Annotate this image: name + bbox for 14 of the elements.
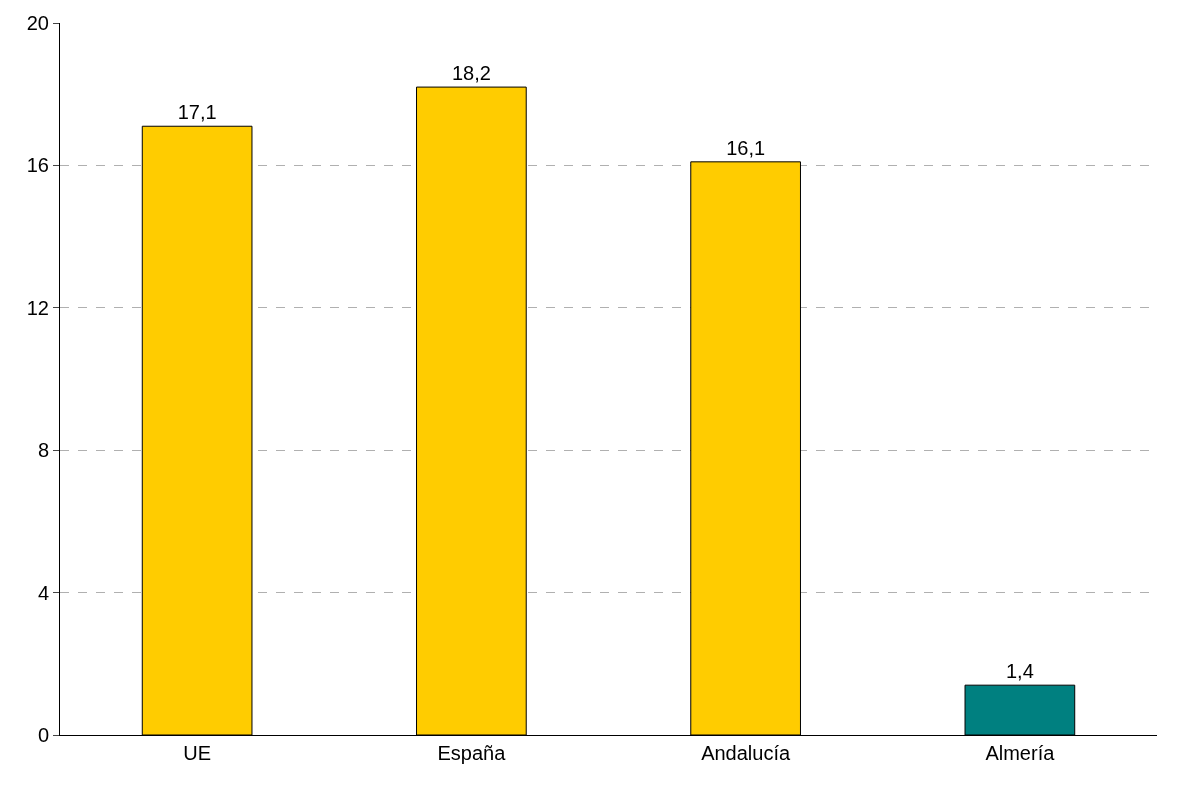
y-tick-label: 8: [37, 439, 49, 462]
y-tick-label: 0: [37, 724, 49, 746]
y-tick-label: 4: [37, 581, 49, 604]
y-tick-label: 12: [26, 296, 49, 319]
x-tick-label: Andalucía: [701, 742, 791, 764]
data-label: 16,1: [726, 136, 766, 159]
y-tick-label: 16: [26, 154, 49, 177]
data-label: 1,4: [1005, 660, 1034, 683]
x-tick-label: Almería: [985, 742, 1056, 764]
x-tick-label: UE: [183, 742, 212, 764]
data-label: 18,2: [451, 62, 491, 85]
x-tick-label: España: [437, 742, 507, 764]
data-label: 17,1: [177, 101, 217, 124]
y-tick-label: 20: [26, 12, 49, 34]
